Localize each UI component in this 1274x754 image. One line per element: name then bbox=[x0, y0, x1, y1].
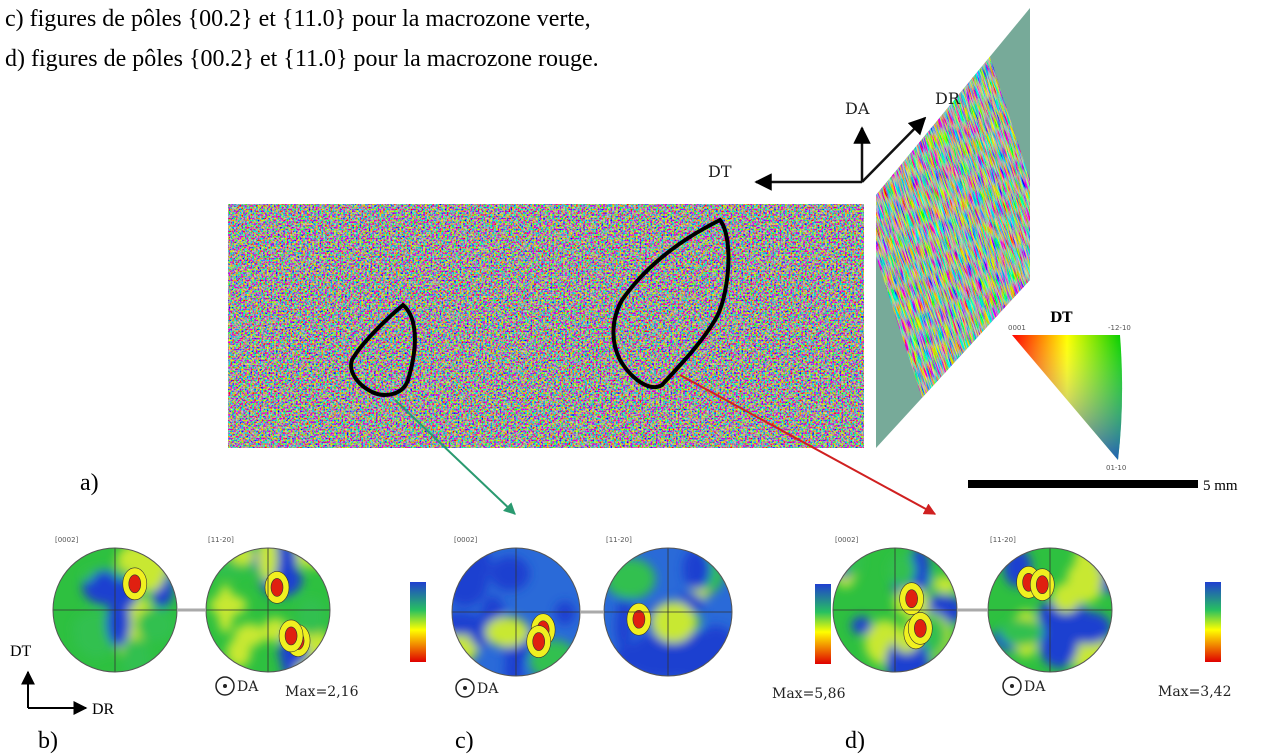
normal-dot bbox=[1010, 684, 1014, 688]
panel-label: c) bbox=[455, 728, 474, 754]
normal-symbol bbox=[215, 676, 235, 696]
pole-label: [11-20] bbox=[990, 536, 1016, 544]
blob bbox=[469, 615, 495, 649]
blobs bbox=[991, 548, 1112, 671]
blob bbox=[296, 597, 326, 636]
blob bbox=[452, 548, 475, 565]
blob bbox=[106, 598, 131, 648]
blob bbox=[554, 601, 576, 625]
axis-label: DT bbox=[10, 643, 32, 660]
axis-label: DR bbox=[935, 89, 961, 108]
blob bbox=[851, 616, 872, 635]
pole-label: [0002] bbox=[454, 536, 478, 544]
normal-label: DA bbox=[477, 681, 499, 697]
panel-label: b) bbox=[38, 728, 58, 754]
blob bbox=[489, 556, 530, 591]
hot-spot bbox=[532, 632, 546, 651]
axis-label: DT bbox=[708, 162, 732, 181]
caption-line: d) figures de pôles {00.2} et {11.0} pou… bbox=[5, 46, 599, 72]
blob bbox=[233, 623, 266, 647]
pole-figure bbox=[452, 548, 580, 676]
blob bbox=[651, 601, 696, 643]
ipf-corner: 0001 bbox=[1008, 324, 1026, 332]
pole-label: [11-20] bbox=[208, 536, 234, 544]
blob bbox=[120, 638, 152, 672]
colorbar bbox=[1205, 582, 1221, 662]
arrow bbox=[394, 399, 516, 515]
hot-spot bbox=[914, 619, 927, 638]
blob bbox=[885, 636, 930, 672]
pole-label: [0002] bbox=[55, 536, 79, 544]
normal-symbol bbox=[455, 678, 475, 698]
macrozone-outline bbox=[349, 302, 417, 397]
max-label: Max=2,16 bbox=[285, 684, 359, 700]
blob bbox=[1051, 582, 1081, 613]
pole-figure bbox=[53, 548, 177, 672]
blob bbox=[230, 548, 256, 565]
max-label: Max=3,42 bbox=[1158, 684, 1231, 700]
arrow bbox=[679, 374, 937, 515]
ebsd-map bbox=[228, 204, 864, 448]
pole-figure bbox=[604, 548, 732, 676]
pole-label: [11-20] bbox=[606, 536, 632, 544]
blob bbox=[136, 607, 175, 643]
max-label: Max=5,86 bbox=[772, 686, 846, 702]
blob bbox=[465, 548, 491, 584]
blob bbox=[999, 619, 1044, 647]
hot-spot bbox=[284, 626, 298, 646]
hot-spot bbox=[1036, 575, 1049, 594]
axis-label: DR bbox=[92, 701, 115, 718]
colorbar bbox=[410, 582, 426, 662]
blob bbox=[144, 548, 171, 579]
panel-label: a) bbox=[80, 470, 99, 496]
pole-figure bbox=[988, 548, 1112, 672]
blob bbox=[290, 548, 330, 568]
ipf-title: DT bbox=[1050, 310, 1073, 326]
blob bbox=[696, 625, 732, 668]
normal-symbol bbox=[1002, 676, 1022, 696]
blob bbox=[1066, 561, 1104, 594]
axis-arrow bbox=[861, 116, 927, 183]
blob bbox=[485, 616, 530, 648]
blob bbox=[504, 653, 524, 676]
normal-dot bbox=[223, 684, 227, 688]
blob bbox=[217, 584, 234, 634]
pole-figures: [0002] [11-20] DA Max=2,16 [0002] [11-20] DA Ma… bbox=[52, 536, 1231, 702]
hot-spot bbox=[632, 609, 646, 629]
pole-figure bbox=[206, 548, 330, 672]
normal-label: DA bbox=[237, 679, 259, 695]
ipf-corner: 01-10 bbox=[1106, 464, 1126, 472]
blob bbox=[887, 553, 916, 587]
macrozone-outline bbox=[611, 217, 731, 389]
colorbar bbox=[815, 584, 831, 664]
panel-label: d) bbox=[845, 728, 865, 754]
scale-label: 5 mm bbox=[1203, 478, 1238, 494]
normal-dot bbox=[463, 686, 467, 690]
caption-line: c) figures de pôles {00.2} et {11.0} pou… bbox=[5, 6, 591, 32]
ipf-triangle-shade bbox=[1012, 335, 1123, 460]
axis-label: DA bbox=[845, 99, 870, 118]
hot-spot bbox=[270, 578, 284, 597]
pole-label: [0002] bbox=[835, 536, 859, 544]
hot-spot bbox=[128, 574, 142, 594]
ipf-corner: -12-10 bbox=[1108, 324, 1131, 332]
normal-label: DA bbox=[1024, 679, 1046, 695]
hot-spot bbox=[905, 589, 918, 609]
scale-bar bbox=[968, 480, 1198, 488]
pole-figure bbox=[833, 548, 957, 672]
